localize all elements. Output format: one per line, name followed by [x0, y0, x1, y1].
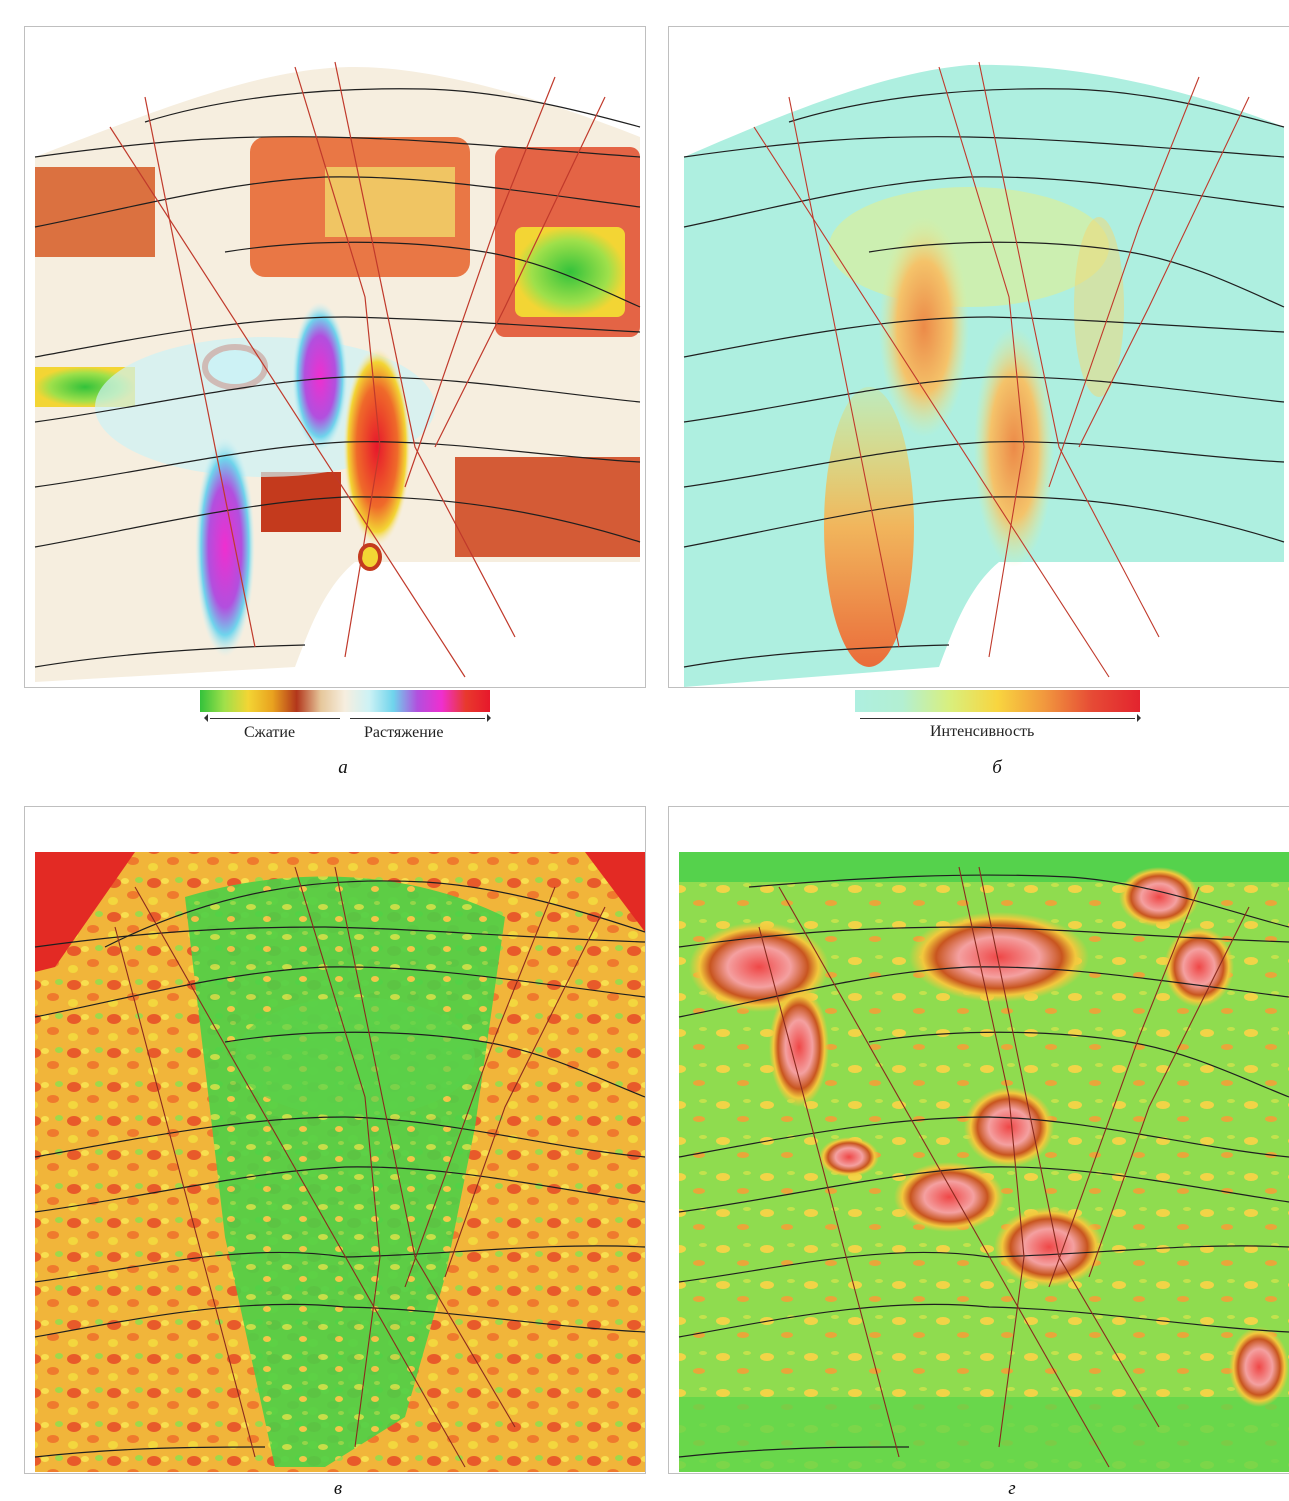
extension-arrow	[350, 714, 491, 722]
caption-v: в	[333, 1478, 343, 1499]
compression-arrow	[204, 714, 340, 722]
compression-label: Сжатие	[244, 724, 296, 741]
intensity-zone	[824, 387, 914, 667]
panel-g	[668, 806, 1289, 1474]
anomaly-block	[455, 457, 640, 557]
fault-lines	[109, 61, 606, 678]
horizon-lines	[34, 88, 641, 668]
red-corner	[35, 852, 135, 972]
intensity-label: Интенсивность	[930, 723, 1035, 740]
anomaly-block	[35, 167, 155, 257]
panel-v	[24, 806, 646, 1474]
green-top	[679, 852, 1289, 882]
hot-zone	[964, 1087, 1054, 1167]
hot-zone	[1119, 867, 1199, 927]
caption-b: б	[992, 757, 1002, 778]
intensity-zone	[1074, 217, 1124, 397]
horizon-lines	[34, 880, 645, 1458]
green-bottom	[679, 1397, 1289, 1472]
fault-lines	[758, 866, 1250, 1468]
colorbar-compression-extension	[200, 690, 490, 712]
caption-a: а	[338, 757, 348, 778]
seismic-section-a	[34, 61, 641, 682]
hot-zone	[769, 987, 829, 1107]
anomaly-block	[325, 167, 455, 237]
seismic-section-v	[34, 852, 645, 1472]
fault-lines	[753, 61, 1250, 678]
hot-zone	[994, 1207, 1104, 1287]
seismic-section-g	[678, 852, 1289, 1472]
hot-zone	[819, 1137, 879, 1177]
seismic-section-b	[683, 61, 1285, 687]
intensity-arrow	[860, 714, 1141, 722]
horizon-lines	[683, 88, 1285, 668]
red-corner	[585, 852, 645, 932]
anomaly-block	[195, 437, 255, 657]
intensity-zone	[879, 217, 969, 437]
green-zone	[235, 997, 475, 1117]
anomaly-block	[358, 543, 382, 571]
intensity-zone	[829, 187, 1109, 307]
anomaly-block	[261, 472, 341, 532]
hot-zone	[909, 912, 1089, 1002]
panel-a	[24, 26, 646, 688]
intensity-zone	[974, 327, 1054, 567]
fault-lines	[114, 866, 606, 1468]
hot-zone	[1229, 1327, 1289, 1407]
colorbar-intensity	[855, 690, 1140, 712]
hot-zone	[894, 1162, 1004, 1232]
caption-g: г	[1008, 1478, 1016, 1499]
anomaly-block	[292, 302, 348, 452]
anomaly-block	[515, 227, 625, 317]
panel-b	[668, 26, 1289, 688]
extension-label: Растяжение	[364, 724, 444, 741]
